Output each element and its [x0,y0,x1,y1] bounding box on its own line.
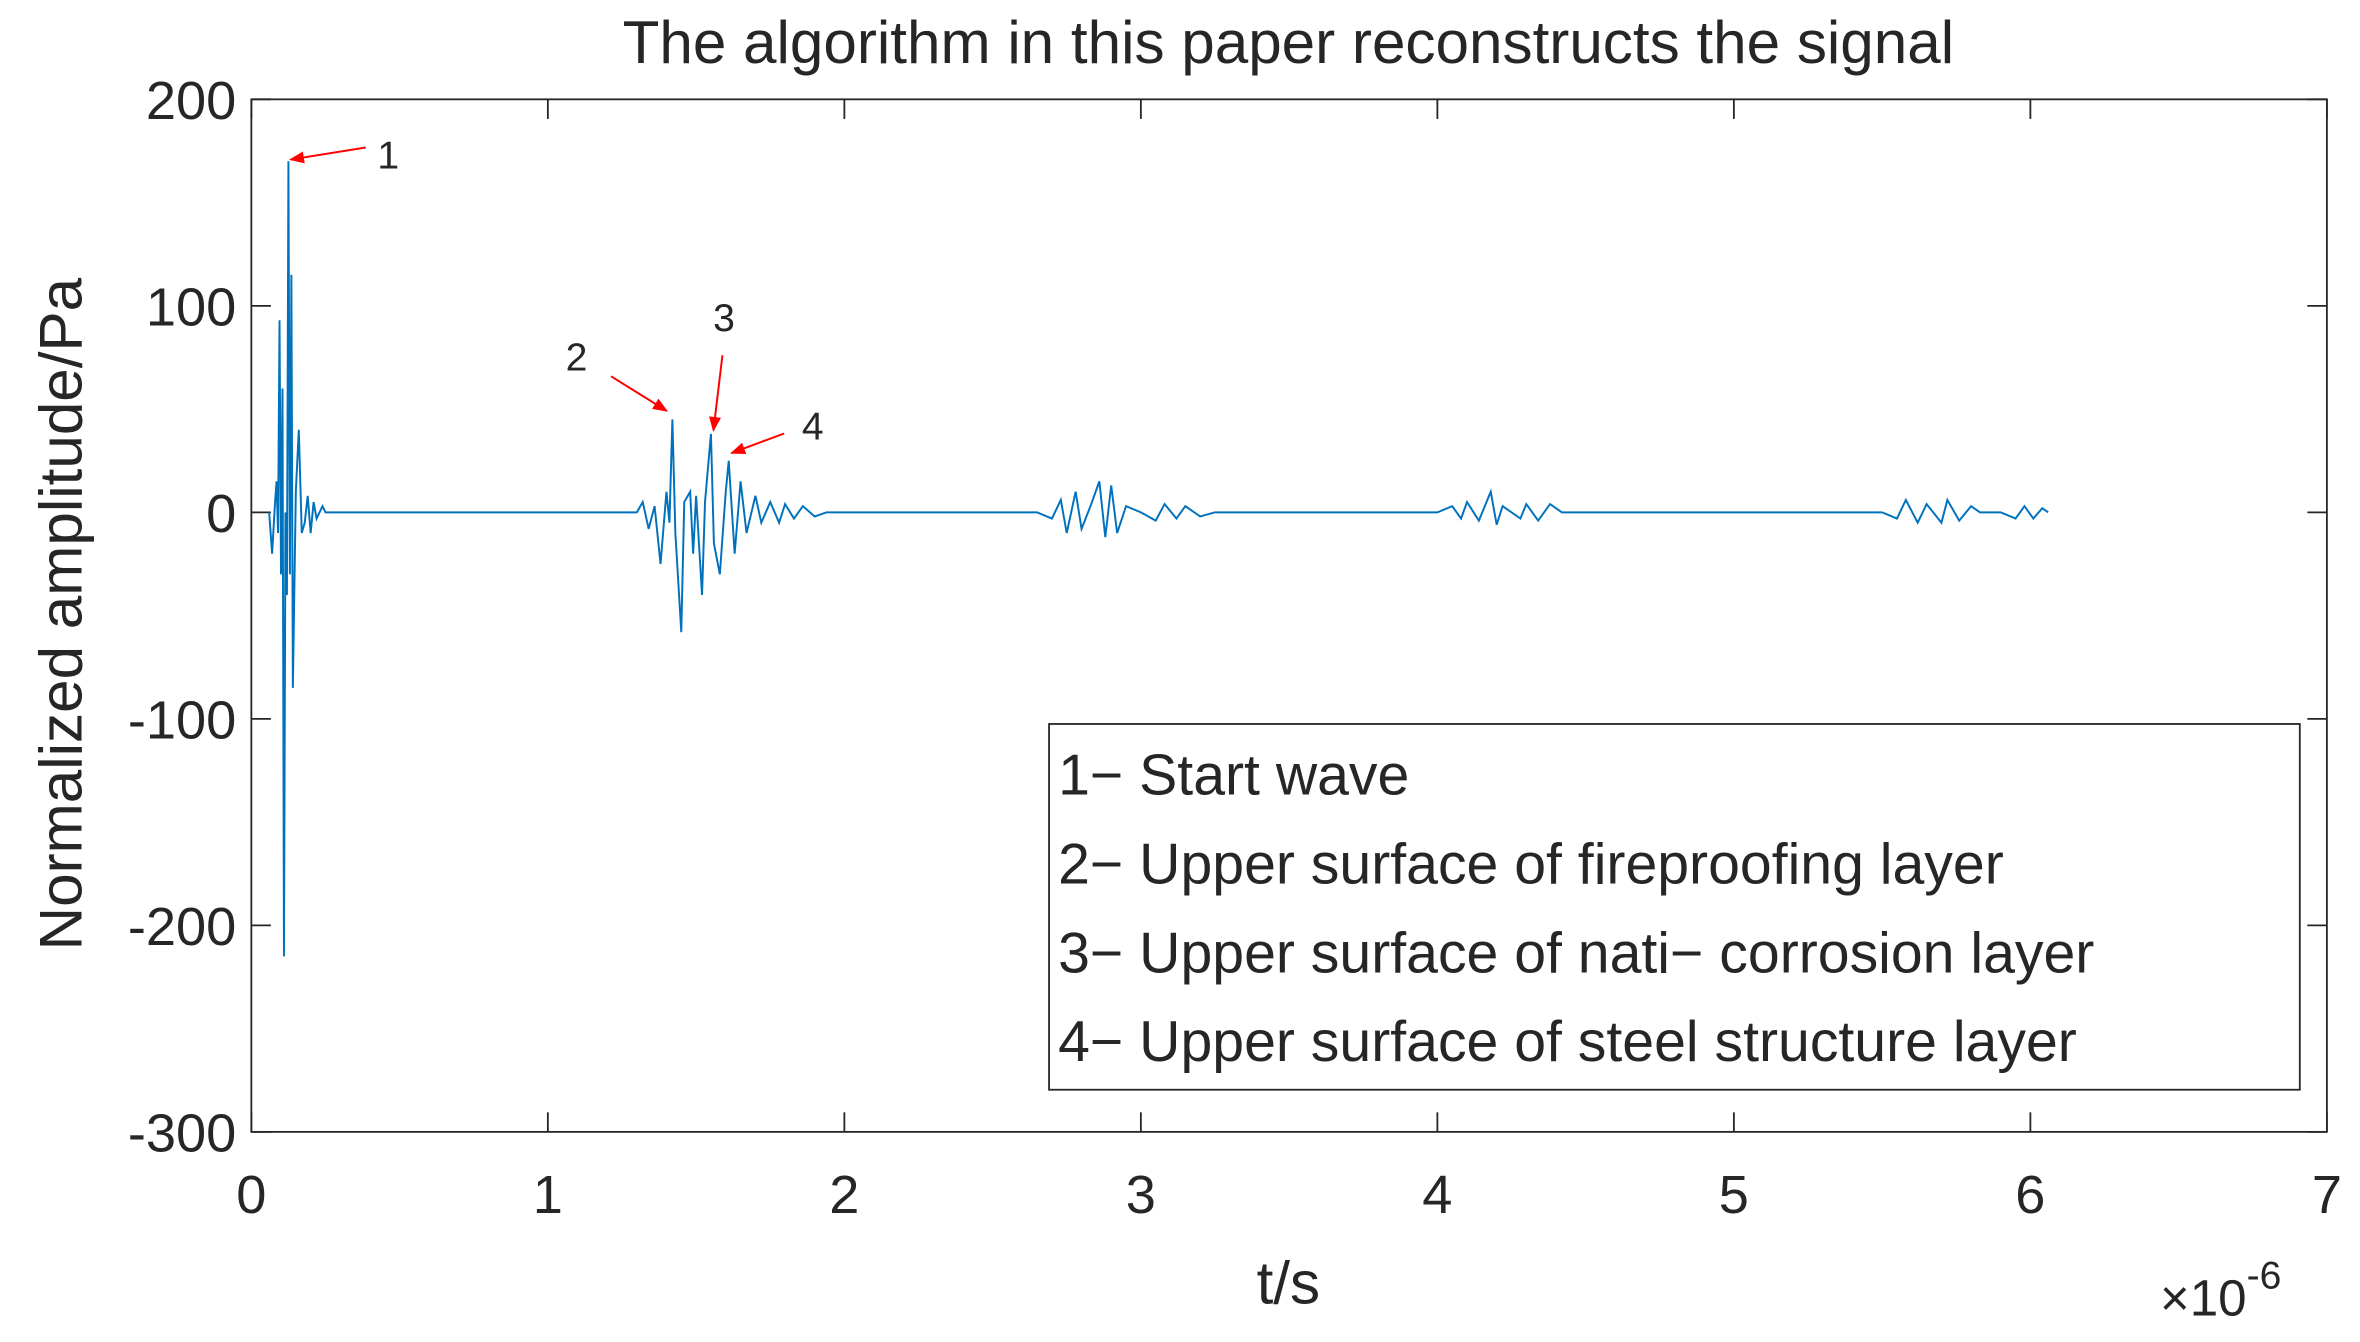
x-multiplier-base: ×10 [2160,1270,2247,1327]
annotation-arrow [288,146,366,164]
y-tick-label: -300 [128,1103,236,1163]
annotation-arrow [730,432,785,454]
x-axis-label: t/s [1257,1249,1321,1316]
signal-line [268,161,2049,957]
x-tick-label: 7 [2312,1165,2342,1225]
annotation-label: 3 [713,297,735,340]
legend-line: 3− Upper surface of nati− corrosion laye… [1058,921,2094,985]
x-tick-label: 0 [236,1165,266,1225]
annotation-label: 1 [377,135,399,178]
x-tick-label: 1 [533,1165,563,1225]
x-tick-label: 3 [1126,1165,1156,1225]
y-axis-label: Normalized amplitude/Pa [27,277,94,950]
x-tick-label: 4 [1422,1165,1452,1225]
legend-box [1048,723,2301,1091]
legend-line: 4− Upper surface of steel structure laye… [1058,1010,2077,1074]
x-multiplier-exponent: -6 [2247,1254,2282,1297]
chart-title: The algorithm in this paper reconstructs… [623,9,1954,76]
x-multiplier: ×10-6 [2160,1254,2282,1326]
y-tick-label: 100 [146,277,236,337]
plot-frame [250,98,2328,1133]
annotation-arrow [709,355,724,432]
x-tick-label: 6 [2015,1165,2045,1225]
legend-line: 1− Start wave [1058,744,1409,808]
annotation-label: 4 [802,406,824,449]
legend-line: 2− Upper surface of fireproofing layer [1058,833,2004,897]
y-tick-label: -100 [128,690,236,750]
y-tick-label: 200 [146,71,236,131]
annotation-label: 2 [566,336,588,379]
x-tick-label: 5 [1719,1165,1749,1225]
y-tick-label: -200 [128,897,236,957]
annotation-arrow [610,375,669,412]
y-tick-label: 0 [206,484,236,544]
x-tick-label: 2 [829,1165,859,1225]
